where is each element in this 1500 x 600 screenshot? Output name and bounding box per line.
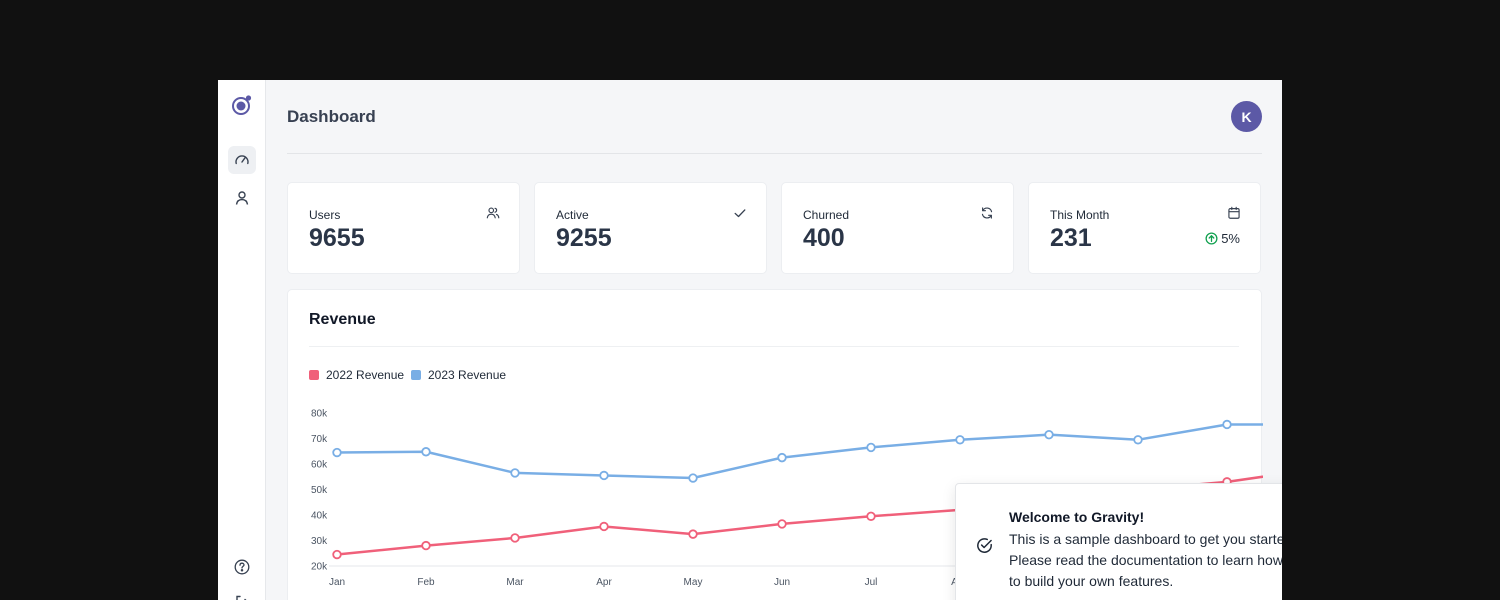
- stat-value: 400: [803, 224, 845, 252]
- check-icon: [734, 209, 746, 218]
- legend-label: 2023 Revenue: [428, 368, 507, 382]
- sidebar-item-users[interactable]: [228, 184, 256, 212]
- stat-label: Active: [556, 208, 589, 222]
- x-tick-label: Apr: [596, 577, 612, 588]
- data-point: [1133, 435, 1143, 445]
- x-tick-label: Mar: [506, 577, 524, 588]
- x-tick-label: Feb: [417, 577, 435, 588]
- stat-value: 9255: [556, 224, 612, 252]
- refresh-icon: [981, 207, 993, 219]
- sidebar-item-logout[interactable]: [228, 588, 256, 600]
- y-tick-label: 50k: [311, 485, 328, 496]
- x-tick-label: Jul: [865, 577, 878, 588]
- data-point: [777, 519, 787, 529]
- data-point: [777, 452, 787, 463]
- user-icon: [235, 191, 249, 205]
- legend-item-2022[interactable]: 2022 Revenue: [309, 368, 404, 382]
- stat-card-this-month: This Month 231 5%: [1028, 182, 1261, 274]
- welcome-toast: Welcome to Gravity! This is a sample das…: [955, 483, 1282, 600]
- sidebar-item-dashboard[interactable]: [228, 146, 256, 174]
- data-point: [866, 442, 876, 453]
- sidebar-item-help[interactable]: [228, 553, 256, 581]
- stat-label: Churned: [803, 208, 850, 222]
- toast-line: Please read the documentation to learn h…: [1009, 552, 1282, 568]
- calendar-icon: [1228, 206, 1240, 219]
- card-divider: [309, 346, 1239, 347]
- stat-label: This Month: [1050, 208, 1110, 222]
- toast-line: This is a sample dashboard to get you st…: [1009, 531, 1282, 547]
- revenue-card: Revenue 2022 Revenue 2023 Revenue 20k 30k…: [287, 289, 1263, 600]
- logo-icon[interactable]: [228, 91, 256, 119]
- y-tick-label: 40k: [311, 511, 328, 522]
- help-icon: [234, 559, 250, 575]
- x-tick-label: May: [684, 577, 703, 588]
- stat-delta: 5%: [1205, 231, 1240, 246]
- revenue-title: Revenue: [309, 311, 376, 328]
- series-line-2023: [336, 423, 1263, 480]
- page-title: Dashboard: [287, 107, 376, 126]
- data-point: [421, 447, 431, 457]
- speedometer-icon: [235, 155, 249, 165]
- data-point: [510, 533, 520, 543]
- data-point: [1222, 419, 1232, 430]
- arrow-up-circle-icon: [1205, 232, 1218, 245]
- y-tick-label: 80k: [311, 409, 328, 420]
- data-point: [421, 540, 431, 551]
- data-point: [688, 529, 698, 539]
- legend-item-2023[interactable]: 2023 Revenue: [411, 368, 506, 382]
- stat-value: 231: [1050, 224, 1092, 252]
- legend-swatch: [309, 370, 319, 380]
- data-point: [510, 468, 520, 478]
- data-point: [332, 549, 342, 560]
- data-point: [688, 473, 698, 483]
- app-window: Dashboard K Users 9655 Active 9255 Churn…: [218, 80, 1282, 600]
- logout-icon: [236, 595, 247, 600]
- stat-card-users: Users 9655: [287, 182, 520, 274]
- header-divider: [287, 153, 1262, 154]
- data-point: [599, 470, 609, 481]
- stat-card-active: Active 9255: [534, 182, 767, 274]
- stat-label: Users: [309, 208, 341, 222]
- data-point: [866, 511, 876, 521]
- data-point: [332, 447, 342, 458]
- x-tick-label: Jan: [329, 577, 345, 588]
- delta-value: 5%: [1221, 231, 1240, 246]
- y-tick-label: 70k: [311, 434, 328, 445]
- data-point: [599, 521, 609, 532]
- data-point: [955, 435, 965, 445]
- avatar[interactable]: K: [1231, 101, 1262, 132]
- users-icon: [486, 207, 500, 219]
- sidebar-rail: [218, 80, 266, 600]
- y-tick-label: 30k: [311, 536, 328, 547]
- toast-line: to build your own features.: [1009, 573, 1174, 589]
- stat-card-churned: Churned 400: [781, 182, 1014, 274]
- check-circle-icon: [977, 538, 992, 553]
- toast-title: Welcome to Gravity!: [1009, 509, 1145, 525]
- stat-value: 9655: [309, 224, 365, 252]
- legend-label: 2022 Revenue: [326, 368, 405, 382]
- data-point: [1044, 429, 1054, 440]
- toast-message: This is a sample dashboard to get you st…: [1009, 529, 1282, 592]
- y-tick-label: 20k: [311, 562, 328, 573]
- x-tick-label: Jun: [774, 577, 790, 588]
- legend-swatch: [411, 370, 421, 380]
- y-tick-label: 60k: [311, 460, 328, 471]
- main-content: Dashboard K Users 9655 Active 9255 Churn…: [266, 80, 1282, 600]
